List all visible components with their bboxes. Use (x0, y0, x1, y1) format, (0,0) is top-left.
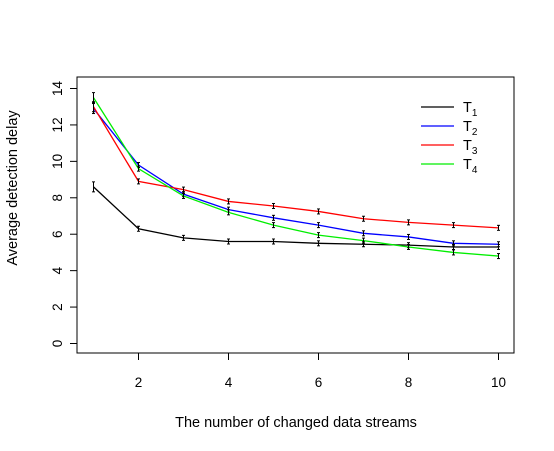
y-tick-label: 14 (50, 81, 65, 97)
series-line (92, 97, 499, 257)
error-bar (497, 241, 500, 248)
x-tick-label: 2 (135, 375, 143, 390)
x-tick-label: 8 (405, 375, 413, 390)
error-bar (272, 214, 275, 221)
y-tick-label: 12 (50, 117, 65, 132)
error-bar (407, 233, 410, 240)
error-bar (317, 240, 320, 247)
series-1 (92, 181, 500, 250)
x-tick-label: 4 (225, 375, 233, 390)
error-bar (452, 222, 455, 229)
error-bar (362, 237, 365, 244)
error-bar (497, 224, 500, 231)
legend-label: T3 (463, 138, 478, 157)
error-bar (182, 186, 185, 193)
legend-label: T2 (463, 119, 478, 138)
error-bar (362, 215, 365, 222)
error-bar (317, 232, 320, 239)
error-bar (272, 222, 275, 229)
series-2 (92, 103, 500, 248)
error-bar (92, 181, 95, 193)
y-tick-label: 6 (50, 230, 65, 238)
series-layer (92, 92, 500, 260)
error-bar (407, 219, 410, 226)
error-bar (407, 243, 410, 250)
x-tick-label: 6 (315, 375, 323, 390)
error-bar (92, 92, 95, 104)
series-3 (92, 101, 500, 231)
y-axis-label: Average detection delay (5, 110, 21, 266)
plot-frame (76, 76, 515, 354)
error-bar (137, 165, 140, 172)
error-bar (227, 238, 230, 245)
error-bar (227, 209, 230, 216)
y-tick-label: 8 (50, 194, 65, 202)
x-axis-label: The number of changed data streams (175, 415, 417, 431)
error-bar (137, 225, 140, 232)
series-line (92, 106, 499, 229)
error-bar (182, 234, 185, 241)
error-bar (452, 249, 455, 256)
legend-label: T4 (463, 157, 478, 176)
error-bar (272, 202, 275, 209)
error-bar (272, 238, 275, 245)
series-line (92, 108, 499, 245)
error-bar (137, 178, 140, 185)
series-4 (92, 92, 500, 260)
error-bar (362, 230, 365, 237)
error-bar (317, 222, 320, 229)
legend-label: T1 (463, 100, 478, 119)
y-tick-label: 10 (50, 154, 65, 169)
error-bar (182, 192, 185, 199)
error-bar (317, 208, 320, 215)
legend-item: T3 (421, 138, 478, 157)
y-tick-label: 4 (50, 266, 65, 274)
y-tick-label: 0 (50, 340, 65, 348)
y-tick-label: 2 (50, 303, 65, 311)
legend-item: T4 (421, 157, 478, 176)
legend-item: T1 (421, 100, 478, 119)
error-bar (452, 240, 455, 247)
x-tick-label: 10 (491, 375, 506, 390)
error-bar (227, 198, 230, 205)
x-axis: 2 4 6 8 10 (135, 352, 506, 390)
legend-item: T2 (421, 119, 478, 138)
error-bar (497, 253, 500, 260)
series-line (93, 186, 499, 248)
y-axis: 0 2 4 6 8 10 12 14 (50, 81, 78, 348)
